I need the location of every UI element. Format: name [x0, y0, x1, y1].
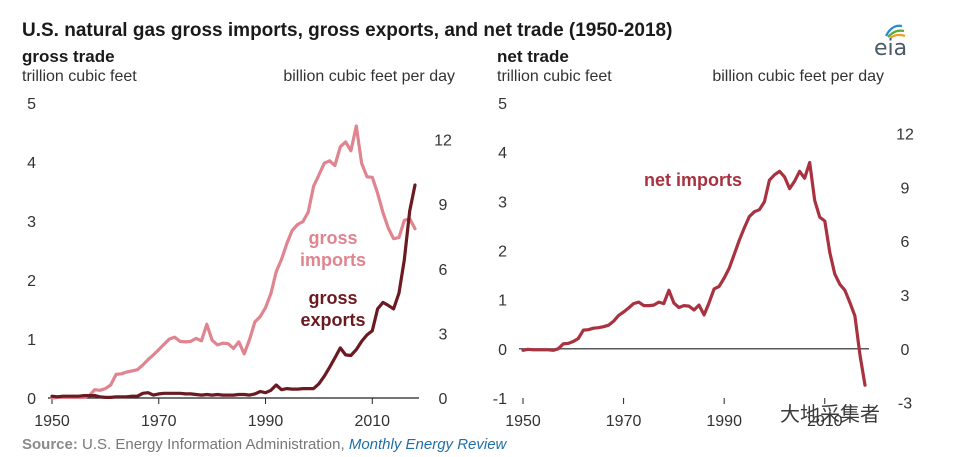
gross-trade-y-tick-label: 4: [27, 155, 36, 172]
gross-trade-y-tick-label: 3: [27, 214, 36, 231]
gross-trade-panel-title: gross trade: [22, 47, 115, 66]
gross-trade-y2-tick-label: 12: [434, 133, 452, 150]
eia-logo-graphic: [885, 24, 906, 39]
eia-logo-text: eia: [874, 36, 908, 61]
gross-trade-y2-tick-label: 6: [439, 262, 448, 279]
net-trade-y-tick-label: 2: [498, 244, 507, 261]
net-trade-y-tick-label: 3: [498, 194, 507, 211]
gross-trade-right-axis-unit: billion cubic feet per day: [283, 68, 455, 85]
gross-trade-y-tick-label: 2: [27, 273, 36, 290]
net-trade-left-axis-unit: trillion cubic feet: [497, 68, 612, 85]
gross-trade-y-tick-label: 0: [27, 391, 36, 408]
net-trade-right-axis-unit: billion cubic feet per day: [712, 68, 884, 85]
eia-logo-icon: eia: [868, 22, 914, 62]
net-trade-y-tick-label: 0: [498, 342, 507, 359]
series-line-net-imports: [521, 160, 867, 387]
net-trade-y-tick-label: 4: [498, 145, 507, 162]
series-label-gross-imports: imports: [300, 250, 366, 270]
net-trade-x-tick-label: 2010: [807, 413, 843, 430]
gross-trade-x-tick-label: 1990: [248, 413, 284, 430]
gross-trade-y2-tick-label: 9: [439, 197, 448, 214]
net-trade-y2-tick-label: 9: [901, 180, 910, 197]
net-trade-y-tick-label: -1: [493, 391, 507, 408]
net-trade-x-tick-label: 1990: [706, 413, 742, 430]
gross-trade-x-tick-label: 1950: [34, 413, 70, 430]
chart-title: U.S. natural gas gross imports, gross ex…: [22, 20, 673, 41]
net-trade-y2-tick-label: 6: [901, 234, 910, 251]
gross-trade-x-tick-label: 2010: [354, 413, 390, 430]
series-line-gross-exports: [50, 183, 417, 399]
gross-trade-left-axis-unit: trillion cubic feet: [22, 68, 137, 85]
net-trade-y2-tick-label: 3: [901, 288, 910, 305]
gross-trade-y-tick-label: 5: [27, 96, 36, 113]
net-trade-panel-title: net trade: [497, 47, 569, 66]
source-agency: U.S. Energy Information Administration,: [82, 436, 345, 453]
gross-trade-y-tick-label: 1: [27, 332, 36, 349]
series-line-gross-imports: [50, 124, 417, 400]
series-label-gross-imports: gross: [308, 228, 357, 248]
gross-trade-x-tick-label: 1970: [141, 413, 177, 430]
net-trade-y2-tick-label: 0: [901, 342, 910, 359]
net-trade-y2-tick-label: -3: [898, 396, 912, 413]
gross-trade-y2-tick-label: 0: [439, 391, 448, 408]
source-note: Source: U.S. Energy Information Administ…: [22, 436, 506, 453]
watermark-text: 大地采集者: [780, 404, 880, 426]
series-label-net-imports: net imports: [644, 170, 742, 190]
source-label: Source:: [22, 436, 78, 453]
series-label-gross-exports: gross: [308, 288, 357, 308]
series-label-gross-exports: exports: [300, 310, 365, 330]
net-trade-y2-tick-label: 12: [896, 127, 914, 144]
net-trade-x-tick-label: 1970: [606, 413, 642, 430]
net-trade-y-tick-label: 1: [498, 293, 507, 310]
source-publication: Monthly Energy Review: [348, 436, 507, 453]
net-trade-y-tick-label: 5: [498, 96, 507, 113]
gross-trade-y2-tick-label: 3: [439, 326, 448, 343]
net-trade-x-tick-label: 1950: [505, 413, 541, 430]
